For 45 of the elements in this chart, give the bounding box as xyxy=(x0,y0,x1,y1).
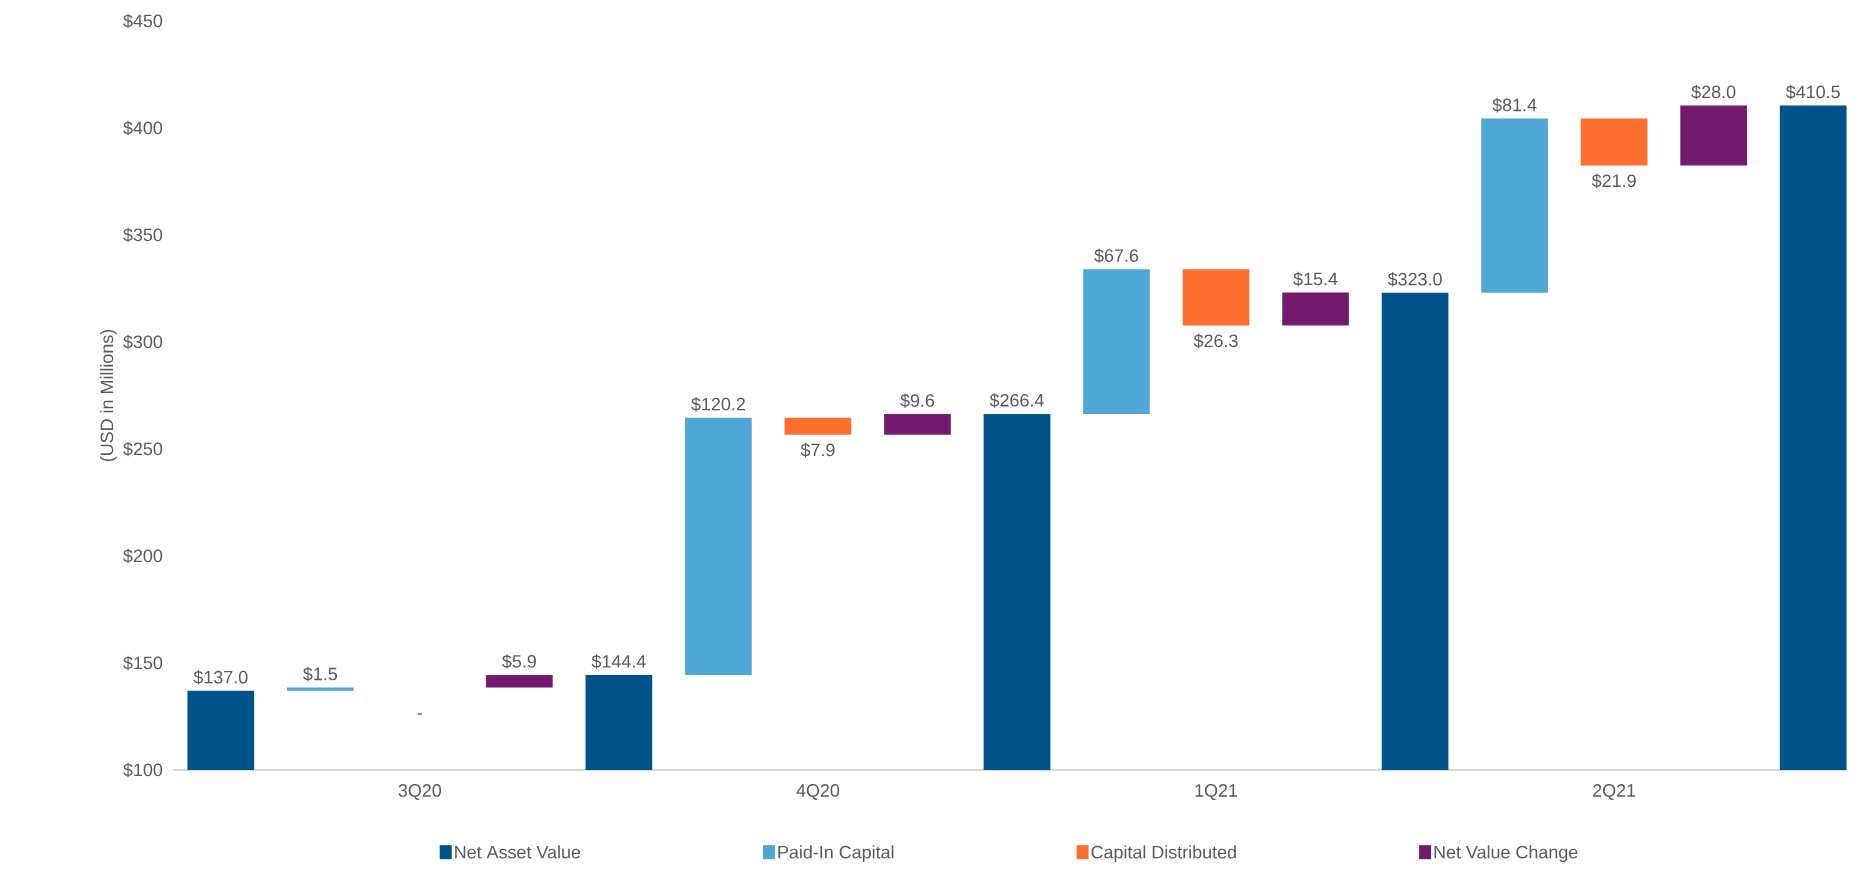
legend-label: Capital Distributed xyxy=(1091,845,1236,863)
bar xyxy=(486,674,553,688)
legend-label: Net Asset Value xyxy=(455,845,581,859)
bar xyxy=(1680,105,1747,166)
data-label: $7.9 xyxy=(800,442,835,458)
x-tick-label: 1Q21 xyxy=(1195,784,1238,801)
data-label: $81.4 xyxy=(1492,97,1537,113)
y-tick-label: $100 xyxy=(123,762,163,778)
data-label: $410.5 xyxy=(1785,84,1840,100)
y-tick-label: $150 xyxy=(123,655,163,671)
bar xyxy=(286,687,354,691)
bar xyxy=(1282,292,1349,326)
y-tick-label: $300 xyxy=(123,334,163,350)
data-label: $9.6 xyxy=(900,393,935,408)
y-tick-label: $200 xyxy=(123,548,163,564)
legend-label: Net Value Change xyxy=(1434,845,1578,863)
x-tick-label: 4Q20 xyxy=(796,784,840,801)
data-label: $120.2 xyxy=(691,397,745,412)
data-label: $1.5 xyxy=(303,666,337,682)
y-tick-label: $450 xyxy=(123,13,163,29)
data-label: - xyxy=(417,713,423,715)
data-label: $323.0 xyxy=(1387,272,1442,287)
legend-label: Paid-In Capital xyxy=(778,845,894,863)
data-label: $67.6 xyxy=(1094,248,1139,264)
data-label: $28.0 xyxy=(1691,84,1736,100)
data-label: $26.3 xyxy=(1193,333,1238,349)
data-label: $266.4 xyxy=(989,393,1044,408)
bar xyxy=(1182,269,1250,326)
bar xyxy=(1481,118,1548,293)
data-label: $5.9 xyxy=(502,654,536,669)
bar xyxy=(685,417,752,675)
y-axis-title: (USD in Millions) xyxy=(100,329,117,462)
bar xyxy=(784,417,852,435)
bar xyxy=(1580,118,1648,166)
x-tick-label: 2Q21 xyxy=(1593,784,1636,801)
data-label: $15.4 xyxy=(1293,271,1338,287)
y-tick-label: $250 xyxy=(123,441,163,457)
bar xyxy=(1083,269,1150,414)
data-label: $21.9 xyxy=(1591,173,1636,189)
x-tick-label: 3Q20 xyxy=(398,784,442,801)
y-tick-label: $350 xyxy=(123,227,163,243)
data-label: $144.4 xyxy=(591,654,646,669)
bar xyxy=(884,414,951,435)
y-tick-label: $400 xyxy=(123,120,163,136)
data-label: $137.0 xyxy=(193,670,248,685)
